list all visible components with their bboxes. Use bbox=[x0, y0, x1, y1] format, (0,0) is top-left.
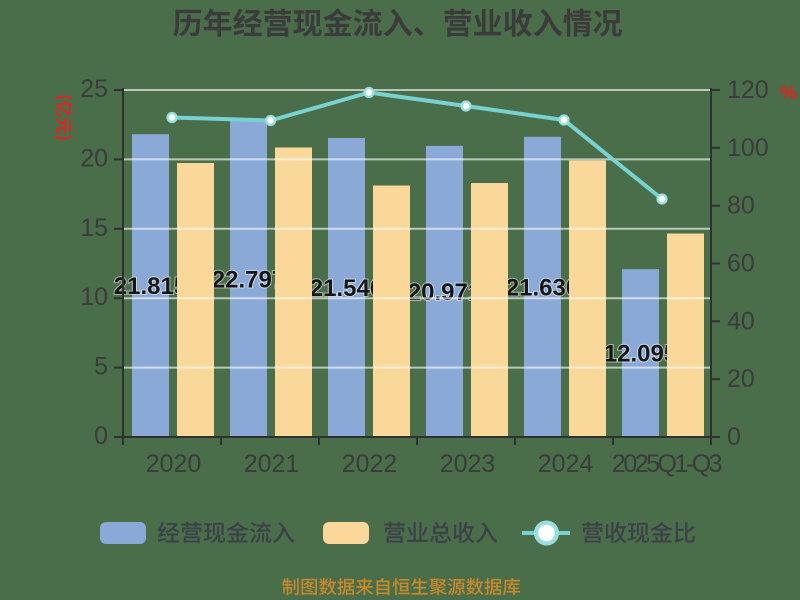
svg-text:10: 10 bbox=[80, 283, 108, 311]
svg-text:15: 15 bbox=[80, 214, 108, 242]
svg-text:2020: 2020 bbox=[146, 450, 202, 478]
svg-text:2021: 2021 bbox=[244, 450, 300, 478]
svg-text:20: 20 bbox=[80, 144, 108, 172]
svg-text:2023: 2023 bbox=[440, 450, 496, 478]
svg-text:100: 100 bbox=[727, 134, 769, 162]
svg-text:120: 120 bbox=[727, 76, 769, 104]
svg-text:40: 40 bbox=[727, 307, 755, 335]
svg-text:21.815: 21.815 bbox=[114, 273, 187, 300]
svg-text:0: 0 bbox=[94, 422, 108, 450]
svg-text:60: 60 bbox=[727, 250, 755, 278]
svg-text:80: 80 bbox=[727, 192, 755, 220]
svg-text:2024: 2024 bbox=[538, 450, 594, 478]
svg-text:2022: 2022 bbox=[342, 450, 398, 478]
svg-text:20: 20 bbox=[727, 365, 755, 393]
svg-text:2025Q1-Q3: 2025Q1-Q3 bbox=[612, 450, 722, 478]
svg-text:21.630: 21.630 bbox=[506, 274, 579, 301]
svg-text:20.971: 20.971 bbox=[408, 279, 481, 306]
svg-text:5: 5 bbox=[94, 353, 108, 381]
svg-text:%: % bbox=[780, 83, 797, 104]
svg-text:25: 25 bbox=[80, 75, 108, 103]
svg-text:0: 0 bbox=[727, 423, 741, 451]
svg-text:22.797: 22.797 bbox=[212, 266, 285, 293]
svg-text:12.095: 12.095 bbox=[604, 341, 677, 368]
